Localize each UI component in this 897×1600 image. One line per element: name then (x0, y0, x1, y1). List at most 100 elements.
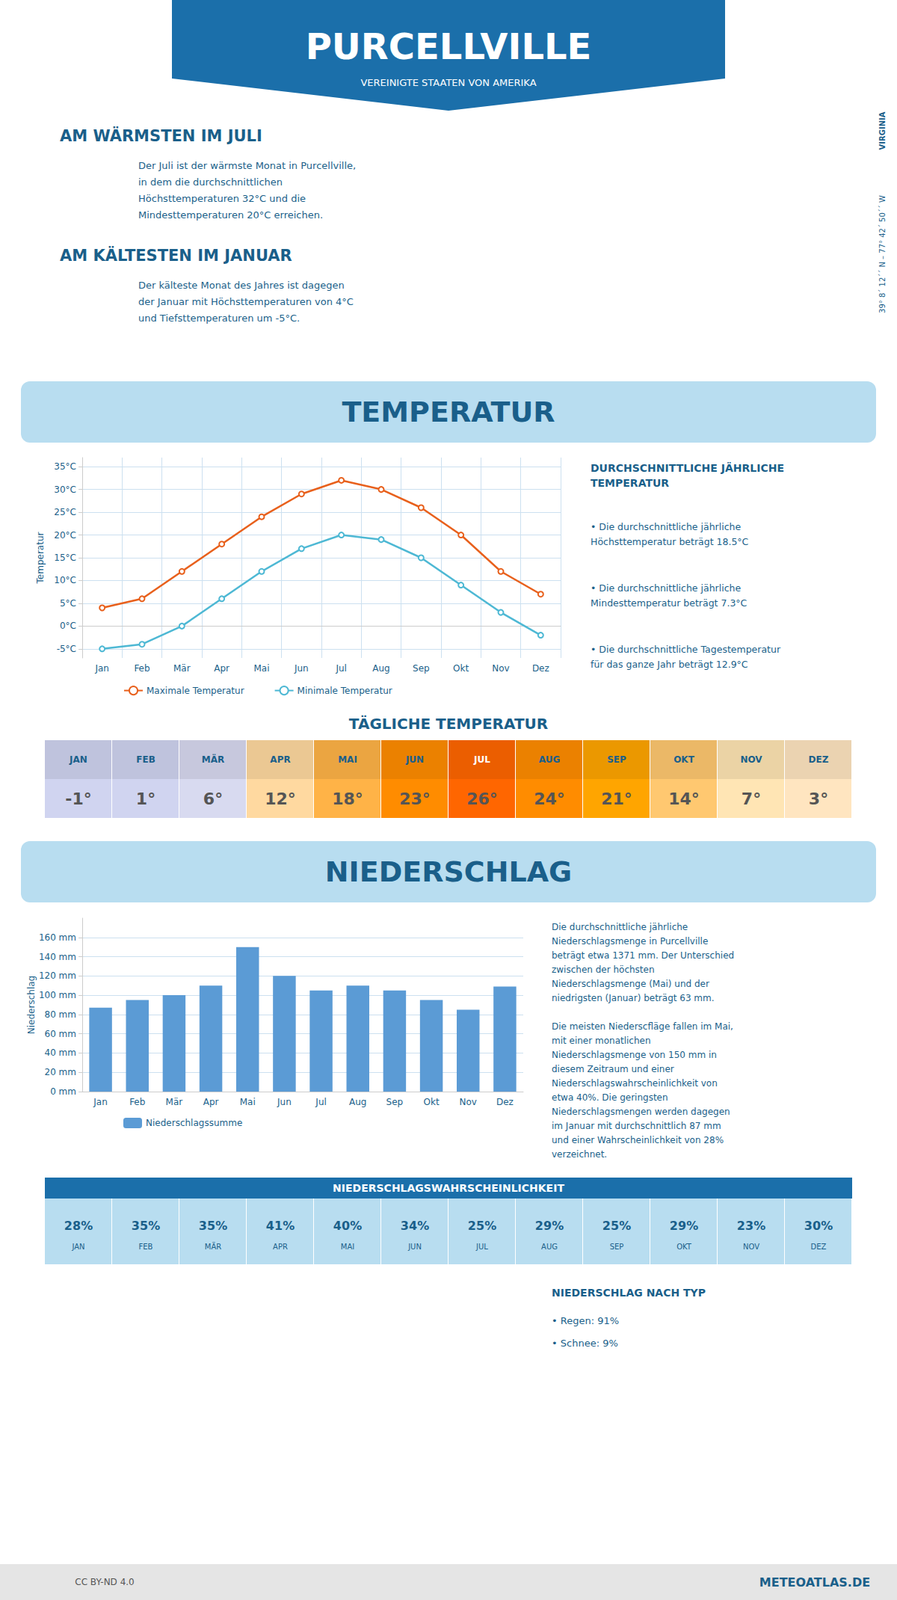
svg-text:Mär: Mär (173, 663, 191, 674)
svg-text:Dez: Dez (532, 663, 550, 674)
svg-text:35°C: 35°C (53, 461, 77, 472)
svg-text:JUL: JUL (475, 1242, 489, 1251)
svg-text:23%: 23% (737, 1218, 766, 1233)
svg-text:1°: 1° (136, 789, 156, 809)
svg-text:AUG: AUG (541, 1242, 558, 1251)
svg-text:Die meisten Niederscfläge fall: Die meisten Niederscfläge fallen im Mai, (551, 1021, 734, 1032)
svg-text:29%: 29% (669, 1218, 699, 1233)
svg-text:Niederschlag: Niederschlag (26, 975, 37, 1034)
svg-text:Jun: Jun (293, 663, 309, 674)
svg-text:10°C: 10°C (53, 574, 77, 586)
svg-text:NOV: NOV (740, 754, 763, 765)
svg-text:niedrigsten (Januar) beträgt 6: niedrigsten (Januar) beträgt 63 mm. (551, 992, 715, 1004)
svg-text:30°C: 30°C (53, 484, 77, 495)
svg-text:verzeichnet.: verzeichnet. (551, 1148, 607, 1160)
svg-text:24°: 24° (533, 789, 566, 809)
svg-text:20 mm: 20 mm (44, 1066, 77, 1078)
svg-text:JUN: JUN (407, 1242, 422, 1251)
svg-text:TEMPERATUR: TEMPERATUR (590, 476, 670, 489)
svg-text:Die durchschnittliche jährlich: Die durchschnittliche jährliche (551, 921, 688, 933)
svg-text:AUG: AUG (538, 754, 561, 765)
svg-text:mit einer monatlichen: mit einer monatlichen (551, 1035, 652, 1046)
svg-text:• Schnee: 9%: • Schnee: 9% (551, 1337, 619, 1349)
svg-text:zwischen der höchsten: zwischen der höchsten (551, 964, 655, 975)
svg-text:TEMPERATUR: TEMPERATUR (341, 395, 555, 429)
svg-text:34%: 34% (400, 1218, 430, 1233)
svg-text:60 mm: 60 mm (44, 1028, 77, 1040)
svg-text:etwa 40%. Die geringsten: etwa 40%. Die geringsten (551, 1092, 669, 1103)
svg-text:NIEDERSCHLAG: NIEDERSCHLAG (325, 855, 573, 889)
svg-text:Maximale Temperatur: Maximale Temperatur (146, 685, 245, 696)
svg-text:Mindesttemperatur beträgt 7.3°: Mindesttemperatur beträgt 7.3°C (590, 597, 748, 609)
svg-text:• Die durchschnittliche jährli: • Die durchschnittliche jährliche (590, 521, 741, 533)
svg-text:12°: 12° (264, 789, 297, 809)
svg-text:-5°C: -5°C (56, 643, 77, 655)
svg-text:Jun: Jun (276, 1096, 292, 1108)
svg-text:Jul: Jul (314, 1096, 326, 1108)
svg-text:OKT: OKT (676, 1242, 693, 1251)
svg-text:MAI: MAI (340, 1242, 355, 1251)
svg-text:80 mm: 80 mm (44, 1009, 77, 1020)
svg-text:39° 8´ 12´´ N – 77° 42´ 50´´ W: 39° 8´ 12´´ N – 77° 42´ 50´´ W (878, 195, 887, 314)
svg-text:120 mm: 120 mm (38, 970, 77, 981)
svg-text:AM KÄLTESTEN IM JANUAR: AM KÄLTESTEN IM JANUAR (59, 245, 293, 265)
svg-text:Temperatur: Temperatur (35, 531, 46, 584)
svg-text:25%: 25% (467, 1218, 497, 1233)
svg-text:0°C: 0°C (59, 620, 77, 631)
svg-text:Aug: Aug (372, 663, 390, 674)
svg-text:MÄR: MÄR (204, 1241, 222, 1251)
svg-text:für das ganze Jahr beträgt 12.: für das ganze Jahr beträgt 12.9°C (590, 658, 749, 670)
svg-text:Minimale Temperatur: Minimale Temperatur (297, 685, 393, 696)
svg-text:TÄGLICHE TEMPERATUR: TÄGLICHE TEMPERATUR (349, 714, 548, 733)
svg-text:25°C: 25°C (53, 506, 77, 518)
svg-text:DEZ: DEZ (811, 1242, 827, 1251)
svg-text:Apr: Apr (203, 1096, 220, 1108)
svg-text:NIEDERSCHLAGSWAHRSCHEINLICHKEI: NIEDERSCHLAGSWAHRSCHEINLICHKEIT (332, 1181, 565, 1194)
svg-text:beträgt etwa 1371 mm. Der Unte: beträgt etwa 1371 mm. Der Unterschied (551, 950, 735, 961)
svg-text:FEB: FEB (136, 754, 156, 765)
svg-text:30%: 30% (804, 1218, 833, 1233)
svg-text:• Die durchschnittliche Tagest: • Die durchschnittliche Tagestemperatur (590, 643, 782, 655)
svg-text:-1°: -1° (65, 789, 92, 809)
svg-text:35%: 35% (131, 1218, 160, 1233)
svg-text:Niederschlagssumme: Niederschlagssumme (145, 1117, 243, 1128)
svg-text:Höchsttemperatur beträgt 18.5°: Höchsttemperatur beträgt 18.5°C (590, 535, 749, 548)
svg-text:41%: 41% (266, 1218, 295, 1233)
svg-text:0 mm: 0 mm (50, 1086, 77, 1097)
svg-text:OKT: OKT (673, 754, 696, 765)
svg-text:DURCHSCHNITTLICHE JÄHRLICHE: DURCHSCHNITTLICHE JÄHRLICHE (590, 461, 785, 474)
svg-text:Nov: Nov (459, 1096, 477, 1108)
svg-text:Apr: Apr (213, 663, 230, 674)
svg-text:Okt: Okt (452, 663, 469, 674)
svg-text:CC BY-ND 4.0: CC BY-ND 4.0 (74, 1576, 135, 1587)
svg-text:• Regen: 91%: • Regen: 91% (551, 1314, 619, 1327)
svg-text:Jul: Jul (334, 663, 347, 674)
svg-text:Feb: Feb (133, 663, 150, 674)
svg-text:26°: 26° (466, 789, 498, 809)
svg-text:Der Juli ist der wärmste Monat: Der Juli ist der wärmste Monat in Purcel… (138, 159, 356, 172)
svg-text:7°: 7° (741, 789, 761, 809)
svg-text:SEP: SEP (606, 754, 627, 765)
svg-text:der Januar mit Höchsttemperatu: der Januar mit Höchsttemperaturen von 4°… (138, 296, 354, 308)
svg-text:18°: 18° (331, 789, 364, 809)
svg-text:40 mm: 40 mm (44, 1047, 77, 1058)
svg-text:Sep: Sep (386, 1096, 404, 1108)
svg-text:diesem Zeitraum und einer: diesem Zeitraum und einer (551, 1063, 675, 1075)
svg-text:SEP: SEP (609, 1242, 625, 1251)
svg-text:VIRGINIA: VIRGINIA (878, 111, 887, 150)
svg-text:Mindesttemperaturen 20°C errei: Mindesttemperaturen 20°C erreichen. (138, 209, 323, 221)
svg-text:15°C: 15°C (53, 552, 77, 563)
svg-text:160 mm: 160 mm (38, 932, 77, 943)
svg-text:100 mm: 100 mm (38, 989, 77, 1001)
svg-text:Okt: Okt (423, 1096, 440, 1108)
svg-text:PURCELLVILLE: PURCELLVILLE (305, 25, 593, 68)
svg-text:METEOATLAS.DE: METEOATLAS.DE (759, 1574, 871, 1590)
svg-text:Feb: Feb (129, 1096, 146, 1108)
svg-text:APR: APR (269, 754, 291, 765)
svg-text:25%: 25% (602, 1218, 631, 1233)
svg-text:6°: 6° (203, 789, 223, 809)
svg-text:JUL: JUL (473, 754, 491, 765)
svg-text:Niederschlagsmenge in Purcellv: Niederschlagsmenge in Purcellville (551, 935, 708, 947)
svg-text:40%: 40% (333, 1218, 362, 1233)
svg-text:Höchsttemperaturen 32°C und di: Höchsttemperaturen 32°C und die (138, 192, 306, 205)
